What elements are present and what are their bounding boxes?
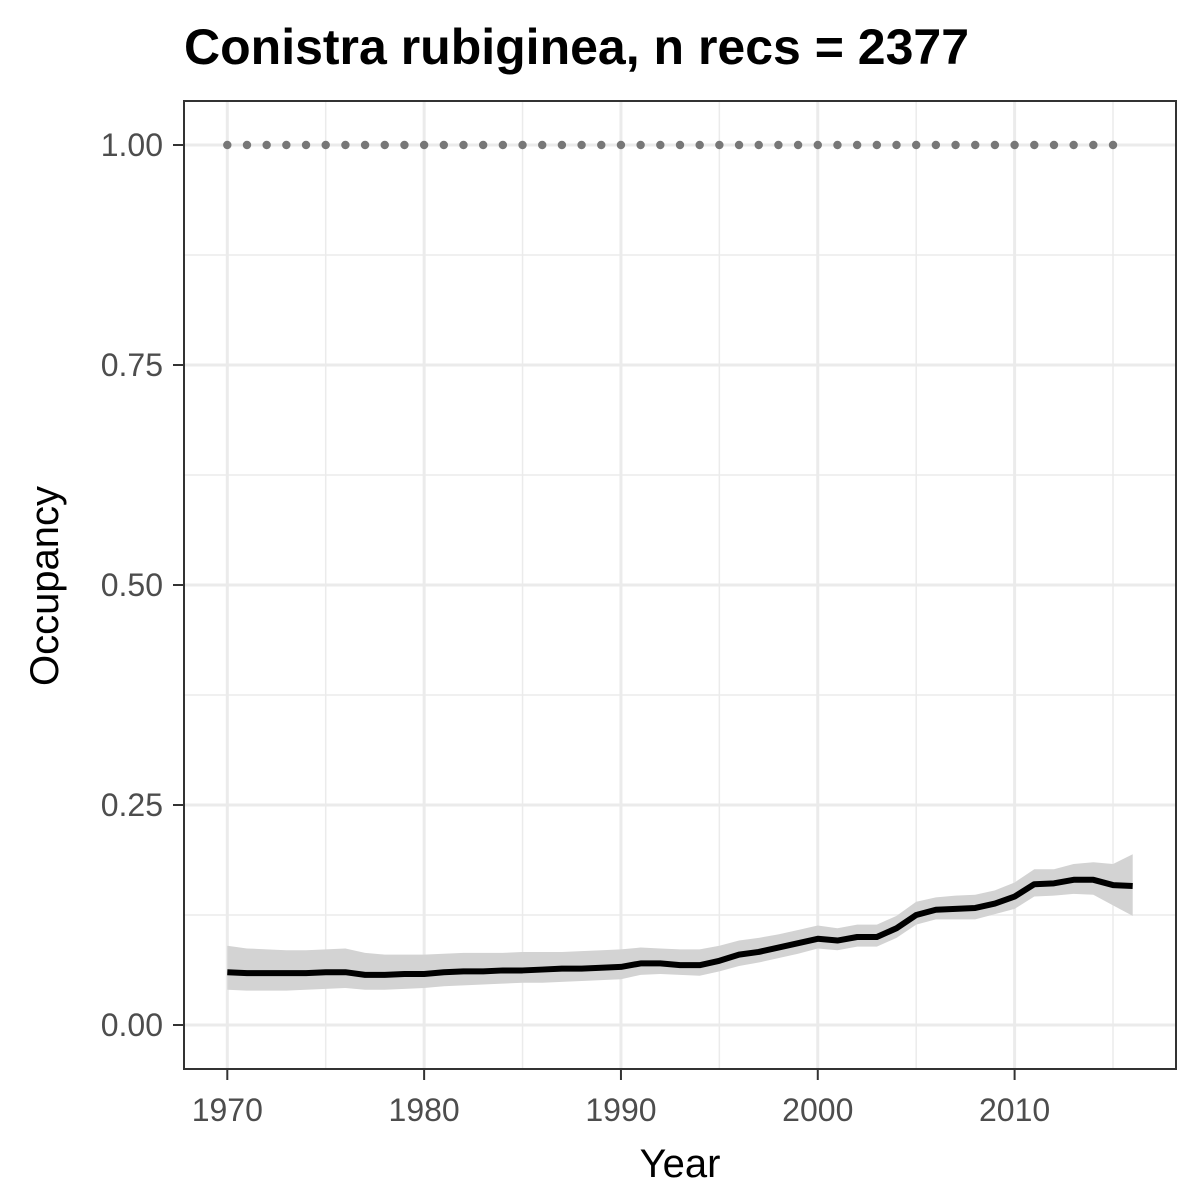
- x-tick-label: 1970: [192, 1092, 263, 1128]
- reference-dot: [439, 140, 449, 150]
- reference-dot: [1089, 140, 1098, 150]
- reference-dot: [656, 140, 665, 150]
- reference-dot: [793, 140, 803, 150]
- reference-dot: [675, 140, 685, 150]
- reference-dot: [715, 140, 724, 150]
- y-tick-label: 0.25: [101, 787, 163, 823]
- reference-dot: [1049, 140, 1059, 150]
- x-tick-label: 1990: [585, 1092, 656, 1128]
- reference-dot: [852, 140, 862, 150]
- reference-dot: [892, 140, 901, 150]
- reference-dot: [341, 140, 350, 150]
- reference-dot: [813, 140, 822, 150]
- occupancy-line: [227, 876, 1133, 978]
- x-tick-label: 1980: [389, 1092, 460, 1128]
- reference-dot: [400, 140, 409, 150]
- dotted-reference-layer: [223, 140, 1118, 150]
- reference-dot: [419, 140, 429, 150]
- reference-dot: [459, 140, 468, 150]
- reference-dot: [616, 140, 626, 150]
- reference-dot: [518, 140, 527, 150]
- chart-title: Conistra rubiginea, n recs = 2377: [184, 19, 969, 75]
- y-axis: 0.00 0.25 0.50 0.75 1.00: [101, 127, 184, 1043]
- reference-dot: [262, 140, 271, 150]
- y-axis-title: Occupancy: [23, 486, 67, 686]
- reference-dot: [223, 140, 232, 150]
- reference-dot: [951, 140, 960, 150]
- reference-dot: [1030, 140, 1039, 150]
- reference-dot: [380, 140, 389, 150]
- confidence-ribbon: [227, 854, 1133, 991]
- y-tick-label: 0.00: [101, 1007, 163, 1043]
- reference-dot: [301, 140, 311, 150]
- y-tick-label: 0.50: [101, 567, 163, 603]
- x-axis: 1970 1980 1990 2000 2010: [192, 1069, 1050, 1128]
- reference-dot: [242, 140, 252, 150]
- reference-dot: [478, 140, 488, 150]
- reference-dot: [1069, 140, 1078, 150]
- reference-dot: [754, 140, 763, 150]
- reference-dot: [872, 140, 882, 150]
- reference-dot: [833, 140, 842, 150]
- y-tick-label: 0.75: [101, 347, 163, 383]
- reference-dot: [774, 140, 783, 150]
- reference-dot: [1010, 140, 1019, 150]
- reference-dot: [1108, 140, 1118, 150]
- reference-dot: [360, 140, 370, 150]
- y-tick-label: 1.00: [101, 127, 163, 163]
- reference-dot: [577, 140, 586, 150]
- occupancy-line-layer: [227, 876, 1133, 978]
- x-tick-label: 2000: [782, 1092, 853, 1128]
- reference-dot: [321, 140, 330, 150]
- reference-dot: [695, 140, 704, 150]
- reference-dot: [557, 140, 567, 150]
- reference-dot: [636, 140, 645, 150]
- x-axis-title: Year: [640, 1142, 721, 1186]
- confidence-ribbon-layer: [227, 854, 1133, 991]
- reference-dot: [931, 140, 941, 150]
- reference-dot: [498, 140, 508, 150]
- reference-dot: [282, 140, 291, 150]
- reference-dot: [971, 140, 980, 150]
- reference-dot: [538, 140, 547, 150]
- reference-dot: [990, 140, 1000, 150]
- reference-dot: [911, 140, 921, 150]
- x-tick-label: 2010: [979, 1092, 1050, 1128]
- reference-dot: [734, 140, 744, 150]
- reference-dot: [597, 140, 606, 150]
